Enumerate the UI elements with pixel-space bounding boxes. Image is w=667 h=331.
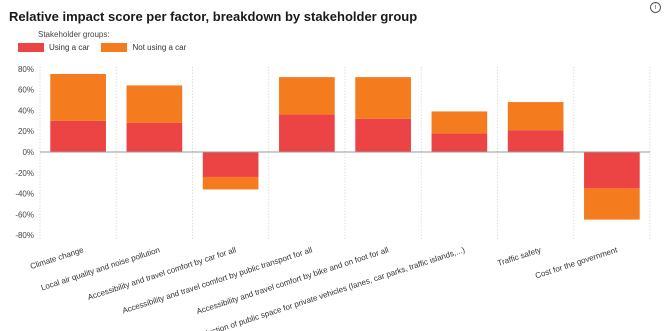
bar-segment: [126, 122, 183, 152]
bar-segment: [202, 176, 259, 190]
bar-segment: [202, 152, 259, 177]
bar-segment: [279, 77, 335, 115]
category-label: Cost for the government: [534, 245, 619, 280]
y-tick-label: -40%: [15, 190, 34, 199]
legend-title: Stakeholder groups:: [38, 30, 110, 39]
y-tick-label: -20%: [15, 169, 34, 178]
category-label: Reduction of public space for private ve…: [193, 245, 467, 331]
legend-swatch-not-using-car: [101, 43, 128, 52]
bar-segment: [126, 85, 183, 123]
bar-segment: [50, 120, 106, 152]
category-label: Traffic safety: [496, 245, 542, 268]
y-tick-label: -80%: [15, 231, 34, 240]
legend-label-not-using-car: Not using a car: [132, 43, 187, 52]
legend-item-not-using-car[interactable]: Not using a car: [101, 43, 186, 52]
bar-segment: [355, 118, 411, 152]
bar-segment: [50, 74, 106, 121]
y-tick-label: -60%: [15, 210, 34, 219]
bar-segment: [431, 111, 488, 134]
category-label: Climate change: [29, 245, 85, 271]
y-tick-label: 20%: [18, 127, 34, 136]
legend-item-using-car[interactable]: Using a car: [18, 43, 89, 52]
legend: Using a car Not using a car: [18, 43, 186, 52]
y-tick-label: 40%: [18, 106, 34, 115]
info-icon[interactable]: i: [650, 2, 661, 13]
y-tick-label: 0%: [22, 148, 34, 157]
legend-label-using-car: Using a car: [49, 43, 90, 52]
legend-swatch-using-car: [18, 43, 44, 52]
bar-segment: [507, 130, 564, 152]
bar-segment: [431, 133, 488, 152]
y-tick-label: 60%: [18, 86, 34, 95]
bar-segment: [584, 188, 640, 220]
bar-segment: [355, 77, 411, 119]
bar-segment: [584, 152, 640, 189]
bar-segment: [279, 114, 335, 152]
bar-segment: [507, 102, 564, 131]
y-tick-label: 80%: [18, 65, 34, 74]
chart-title: Relative impact score per factor, breakd…: [9, 9, 418, 24]
